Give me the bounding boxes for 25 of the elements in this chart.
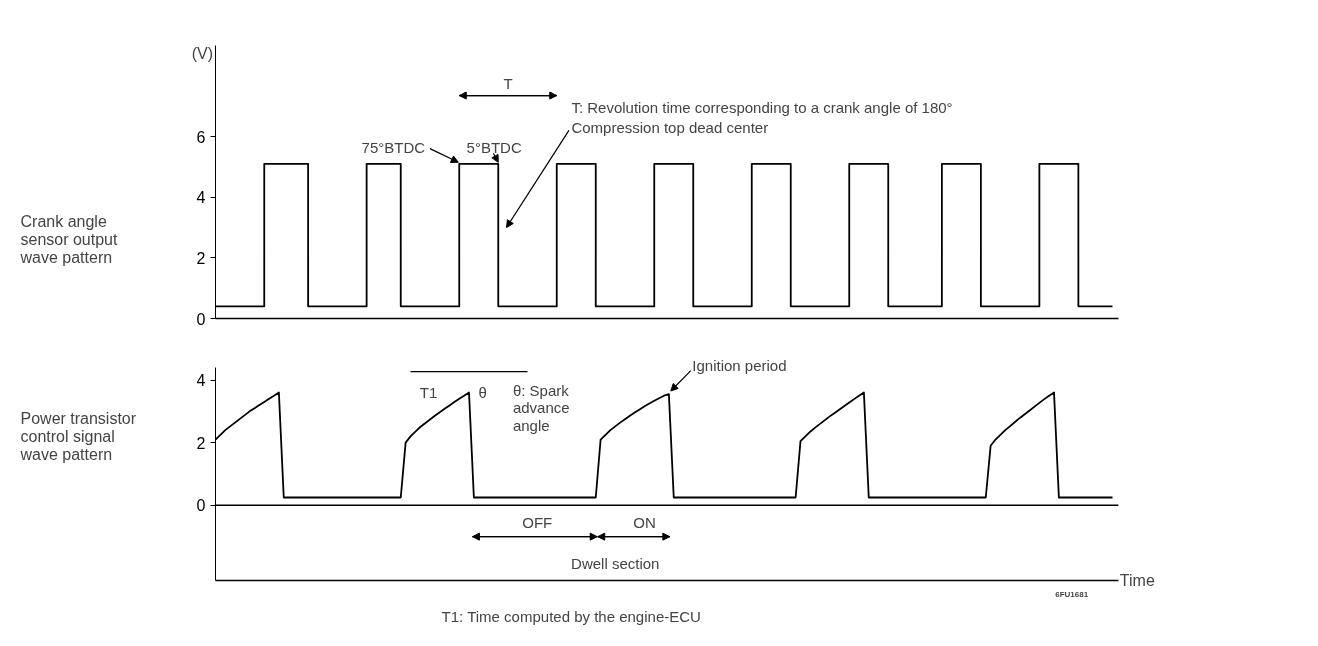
text: Power transistor control signal wave pattern (19, 410, 137, 463)
y-tick-label: 0 (196, 497, 206, 515)
annotation: T: Revolution time corresponding to a crank angle of 180° (571, 99, 953, 117)
annotation: θ (478, 384, 487, 402)
y-tick-label: 4 (196, 372, 206, 390)
y-tick-label: 4 (196, 189, 206, 207)
y-tick-label: 2 (196, 249, 206, 267)
text: 6FU1681 (1055, 590, 1089, 600)
x-axis-title: Time (1119, 572, 1155, 589)
annotation: OFF (522, 514, 553, 532)
annotation: T (503, 74, 513, 92)
annotation: θ: Spark advance angle (512, 381, 570, 435)
y-tick-label: 0 (196, 310, 206, 328)
text: Crank angle sensor output wave pattern (19, 213, 119, 266)
annotation: ON (633, 514, 656, 532)
annotation: 75°BTDC (361, 138, 426, 156)
text: T1: Time computed by the engine-ECU (441, 608, 701, 626)
y-tick-label: 6 (196, 128, 206, 146)
y-axis-title: (V) (191, 44, 214, 62)
annotation: Compression top dead center (571, 118, 769, 136)
annotation: 5°BTDC (466, 138, 522, 156)
annotation: T1 (419, 384, 438, 402)
y-tick-label: 2 (196, 434, 206, 452)
annotation: Ignition period (692, 357, 787, 375)
annotation: Dwell section (571, 554, 660, 572)
